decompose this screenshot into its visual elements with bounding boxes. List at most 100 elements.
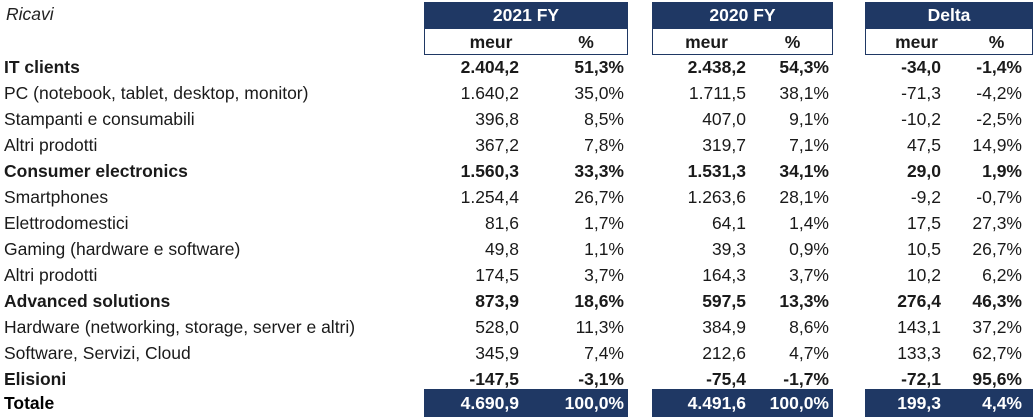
row-label: Altri prodotti [4, 135, 98, 155]
cell-2021-meur: 396,8 [475, 109, 519, 129]
row-label: Elisioni [4, 369, 67, 389]
cell-2021-pct: 7,8% [584, 135, 624, 155]
cell-delta-pct: 62,7% [972, 343, 1022, 363]
cell-2020-meur: 1.263,6 [687, 187, 746, 207]
cell-2020-meur: 164,3 [702, 265, 746, 285]
cell-delta-pct: 26,7% [972, 239, 1022, 259]
table-row: Altri prodotti 367,2 7,8% 319,7 7,1% 47,5 14,9… [0, 132, 1034, 158]
cell-2021-pct: 1,7% [584, 213, 624, 233]
cell-delta-meur: 143,1 [897, 317, 941, 337]
table-row: Consumer electronics 1.560,3 33,3% 1.531,3 3… [0, 158, 1034, 184]
cell-delta-meur: 17,5 [906, 213, 941, 233]
cell-delta-meur: 133,3 [897, 343, 941, 363]
cell-2021-meur: 174,5 [475, 265, 519, 285]
row-label: Elettrodomestici [4, 213, 129, 233]
period-header-delta: Delta [865, 2, 1033, 29]
cell-2021-pct: 18,6% [574, 291, 624, 311]
subheader-meur: meur [895, 32, 938, 52]
cell-2021-pct: 33,3% [574, 161, 624, 181]
cell-2021-meur: 1.640,2 [460, 83, 519, 103]
row-label: Advanced solutions [4, 291, 171, 311]
row-label: Smartphones [4, 187, 109, 207]
cell-2020-pct: 28,1% [779, 187, 829, 207]
subheader-2021: meur% [424, 29, 628, 55]
table-row: Elettrodomestici 81,6 1,7% 64,1 1,4% 17,5 27,3… [0, 210, 1034, 236]
cell-delta-pct: 37,2% [972, 317, 1022, 337]
table-row: PC (notebook, tablet, desktop, monitor) 1… [0, 80, 1034, 106]
table-row: Advanced solutions 873,9 18,6% 597,5 13,3% 27… [0, 288, 1034, 314]
row-label: Hardware (networking, storage, server e … [4, 317, 356, 337]
table-row: Gaming (hardware e software) 49,8 1,1% 39,3… [0, 236, 1034, 262]
cell-delta-pct: -1,4% [976, 57, 1022, 77]
cell-2021-meur: 528,0 [475, 317, 519, 337]
table-row: Smartphones 1.254,4 26,7% 1.263,6 28,1% -9,2 -… [0, 184, 1034, 210]
cell-2021-meur: 2.404,2 [460, 57, 519, 77]
cell-delta-meur: -72,1 [901, 369, 941, 389]
cell-2021-meur: 873,9 [475, 291, 519, 311]
cell-delta-meur: -9,2 [910, 187, 941, 207]
cell-2021-pct: 35,0% [574, 83, 624, 103]
period-header-2021: 2021 FY [424, 2, 628, 29]
cell-2021-meur: 1.254,4 [460, 187, 519, 207]
row-label: Stampanti e consumabili [4, 109, 195, 129]
subheader-delta: meur% [865, 29, 1033, 55]
cell-2020-pct: 100,0% [769, 393, 829, 413]
cell-delta-pct: 95,6% [972, 369, 1022, 389]
subheader-pct: % [578, 32, 594, 52]
cell-2021-pct: 11,3% [575, 317, 624, 337]
table-row: Software, Servizi, Cloud 345,9 7,4% 212,6 4,… [0, 340, 1034, 366]
table-row: Altri prodotti 174,5 3,7% 164,3 3,7% 10,2 6,2% [0, 262, 1034, 288]
cell-2020-meur: -75,4 [706, 369, 746, 389]
cell-2021-meur: 81,6 [484, 213, 519, 233]
cell-delta-pct: 1,9% [982, 161, 1022, 181]
cell-delta-meur: 199,3 [897, 393, 941, 413]
cell-2020-pct: 38,1% [779, 83, 829, 103]
cell-delta-meur: 47,5 [906, 135, 941, 155]
cell-2021-meur: 4.690,9 [460, 393, 519, 413]
cell-2020-meur: 384,9 [702, 317, 746, 337]
subheader-meur: meur [469, 32, 513, 52]
cell-2020-pct: 9,1% [789, 109, 829, 129]
cell-2020-pct: 13,3% [779, 291, 829, 311]
cell-2020-meur: 39,3 [711, 239, 746, 259]
table-row: IT clients 2.404,2 51,3% 2.438,2 54,3% -34,0 -… [0, 54, 1034, 80]
cell-2020-meur: 597,5 [702, 291, 746, 311]
cell-delta-pct: -0,7% [976, 187, 1022, 207]
cell-2020-meur: 319,7 [702, 135, 746, 155]
cell-2021-pct: 3,7% [584, 265, 624, 285]
subheader-pct: % [784, 32, 801, 52]
cell-delta-meur: 29,0 [906, 161, 941, 181]
total-row: Totale 4.690,9 100,0% 4.491,6 100,0% 199… [0, 390, 1034, 416]
cell-2020-meur: 2.438,2 [687, 57, 746, 77]
row-label: Software, Servizi, Cloud [4, 343, 191, 363]
table-row: Hardware (networking, storage, server e … [0, 314, 1034, 340]
row-label: PC (notebook, tablet, desktop, monitor) [4, 83, 309, 103]
cell-delta-meur: -10,2 [901, 109, 941, 129]
row-label: Consumer electronics [4, 161, 188, 181]
subheader-pct: % [988, 32, 1005, 52]
cell-2020-pct: 7,1% [789, 135, 829, 155]
subheader-2020: meur% [652, 29, 833, 55]
cell-2020-pct: 0,9% [789, 239, 829, 259]
cell-2021-pct: 51,3% [574, 57, 624, 77]
subheader-meur: meur [685, 32, 728, 52]
cell-2021-meur: 1.560,3 [460, 161, 519, 181]
cell-delta-meur: 10,5 [906, 239, 941, 259]
cell-2021-pct: 8,5% [584, 109, 624, 129]
cell-2020-meur: 212,6 [702, 343, 746, 363]
cell-2020-meur: 1.531,3 [687, 161, 746, 181]
cell-2020-pct: 1,4% [789, 213, 829, 233]
cell-delta-meur: 10,2 [906, 265, 941, 285]
cell-2020-meur: 1.711,5 [688, 83, 746, 103]
period-header-2020: 2020 FY [652, 2, 833, 29]
cell-delta-meur: 276,4 [897, 291, 941, 311]
cell-delta-pct: 27,3% [972, 213, 1022, 233]
table-title: Ricavi [6, 4, 54, 24]
cell-2021-pct: 7,4% [584, 343, 624, 363]
cell-2020-pct: 4,7% [789, 343, 829, 363]
cell-2021-pct: 1,1% [584, 239, 624, 259]
cell-delta-pct: -2,5% [976, 109, 1022, 129]
cell-2020-pct: 54,3% [779, 57, 829, 77]
cell-2021-pct: 26,7% [574, 187, 624, 207]
total-bg-delta [865, 389, 1033, 417]
